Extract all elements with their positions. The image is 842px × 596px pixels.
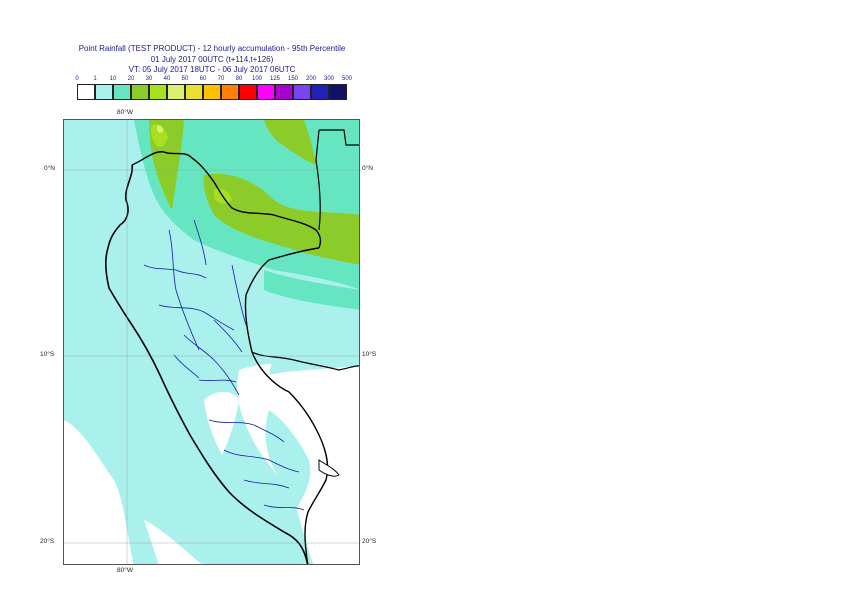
legend-swatch: [149, 84, 167, 100]
lat-label-0-right: 0°N: [362, 165, 373, 172]
rain-1-10-interior: [265, 410, 311, 510]
legend-threshold-label: 70: [217, 76, 225, 82]
legend-swatch: [239, 84, 257, 100]
lon-label-top: 80°W: [117, 109, 133, 116]
legend-swatch: [167, 84, 185, 100]
legend-swatch: [311, 84, 329, 100]
rain-none-ocean-sw: [64, 420, 134, 564]
legend-threshold-label: 1: [93, 76, 97, 82]
legend-threshold-label: 200: [305, 76, 317, 82]
legend-threshold-label: 125: [269, 76, 281, 82]
map-valid-time: VT: 05 July 2017 18UTC - 06 July 2017 06…: [128, 65, 296, 74]
legend-swatch: [257, 84, 275, 100]
legend-threshold-label: 60: [199, 76, 207, 82]
rainfall-map-svg: [64, 120, 359, 564]
legend-threshold-label: 10: [109, 76, 117, 82]
legend-threshold-label: 300: [323, 76, 335, 82]
lat-label-20s-left: 20°S: [40, 538, 55, 545]
legend-swatch: [293, 84, 311, 100]
lon-label-bottom: 80°W: [117, 567, 133, 574]
legend-threshold-label: 40: [163, 76, 171, 82]
graticule: [64, 120, 359, 564]
legend-threshold-label: 150: [287, 76, 299, 82]
border-ne: [315, 129, 359, 231]
lat-label-10s-left: 10°S: [40, 351, 55, 358]
coastline: [104, 164, 309, 564]
lat-label-20s-right: 20°S: [362, 538, 377, 545]
regional-borders: [143, 219, 305, 511]
lake-titicaca: [318, 459, 340, 477]
legend-swatch: [221, 84, 239, 100]
border-north: [131, 151, 322, 249]
legend-threshold-label: 100: [251, 76, 263, 82]
lat-label-10s-right: 10°S: [362, 351, 377, 358]
border-east: [244, 247, 320, 353]
legend-threshold-label: 0: [75, 76, 79, 82]
legend-swatch: [185, 84, 203, 100]
legend-swatch: [113, 84, 131, 100]
legend-swatch: [95, 84, 113, 100]
map-run-time: 01 July 2017 00UTC (t+114,t+126): [150, 55, 274, 64]
rain-none-highlands: [204, 391, 239, 455]
legend-swatch: [131, 84, 149, 100]
border-south-east: [251, 351, 329, 564]
legend-threshold-label: 500: [341, 76, 353, 82]
legend-swatch: [77, 84, 95, 100]
legend-swatch: [275, 84, 293, 100]
rain-40-50-spot: [157, 125, 163, 133]
legend-swatch: [203, 84, 221, 100]
rain-30-40-spot: [150, 124, 168, 147]
legend-threshold-label: 30: [145, 76, 153, 82]
legend-threshold-label: 50: [181, 76, 189, 82]
rainfall-map: [63, 119, 360, 565]
lat-label-0-left: 0°N: [44, 165, 55, 172]
legend-swatch: [329, 84, 347, 100]
legend-threshold-label: 80: [235, 76, 243, 82]
map-title: Point Rainfall (TEST PRODUCT) - 12 hourl…: [78, 44, 346, 53]
legend-threshold-label: 20: [127, 76, 135, 82]
rain-none-ocean-s: [144, 520, 202, 564]
